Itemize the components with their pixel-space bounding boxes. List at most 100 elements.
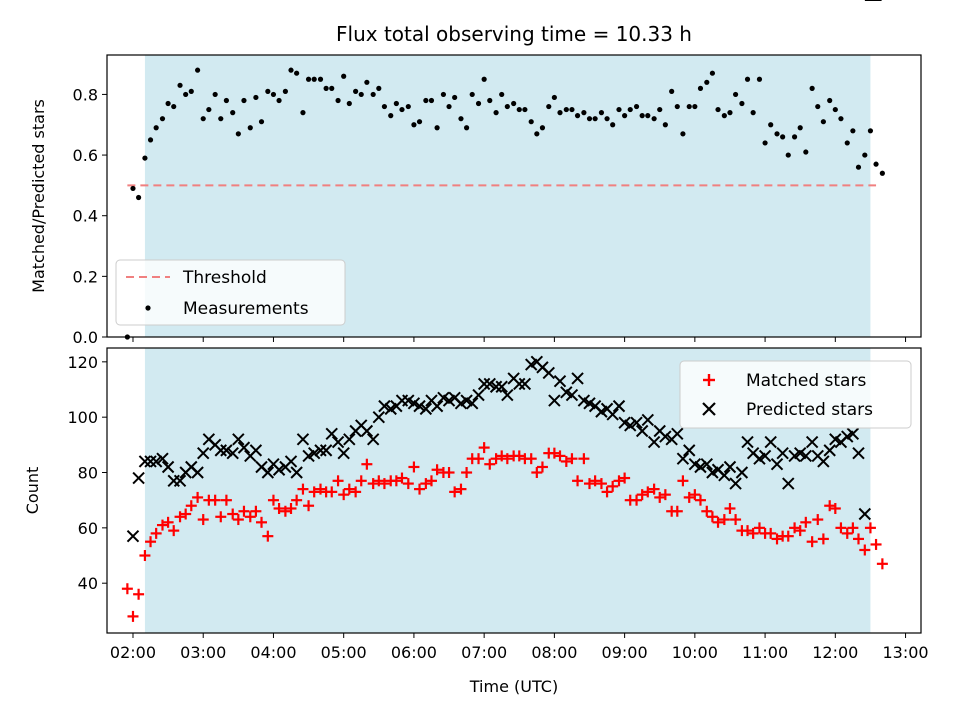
predicted-star-point: [372, 410, 386, 424]
measurement-point: [827, 97, 833, 104]
bottom-y-tick-label: 80: [78, 464, 98, 483]
matched-star-point: [238, 505, 250, 517]
measurement-point: [803, 149, 809, 155]
measurement-point: [241, 97, 247, 104]
predicted-star-point: [799, 449, 813, 463]
top-axes-frame: [106, 54, 922, 338]
predicted-star-point: [284, 455, 298, 468]
predicted-star-point: [331, 435, 345, 449]
predicted-star-point: [214, 444, 227, 457]
predicted-star-point: [718, 469, 731, 482]
matched-star-point: [601, 486, 613, 498]
measurement-point: [218, 116, 224, 122]
measurement-point: [200, 116, 206, 122]
matched-star-point: [835, 522, 847, 534]
matched-stars-points: [121, 442, 888, 622]
predicted-star-point: [197, 446, 210, 460]
measurement-point: [522, 106, 528, 113]
matched-star-point: [273, 502, 285, 514]
predicted-star-point: [671, 427, 684, 440]
matched-star-point: [824, 500, 836, 512]
measurement-point: [709, 70, 716, 76]
measurement-point: [288, 67, 294, 73]
predicted-star-point: [676, 452, 690, 465]
matched-star-point: [326, 486, 338, 498]
predicted-star-point: [343, 433, 356, 446]
predicted-star-point: [518, 377, 532, 391]
matched-star-point: [578, 453, 590, 465]
measurement-point: [253, 94, 259, 101]
matched-star-point: [712, 516, 724, 528]
measurement-point: [732, 91, 739, 98]
predicted-star-point: [683, 444, 696, 457]
measurement-point: [774, 131, 780, 137]
measurement-point: [469, 91, 475, 98]
matched-star-point: [332, 475, 344, 487]
measurement-point: [873, 161, 879, 167]
measurement-point: [411, 122, 417, 128]
measurement-point: [797, 125, 803, 131]
predicted-star-point: [314, 444, 327, 457]
measurement-point: [458, 116, 464, 122]
measurement-point: [294, 70, 300, 76]
predicted-star-point: [466, 397, 479, 410]
measurement-point: [838, 116, 844, 122]
matched-star-point: [501, 453, 513, 465]
matched-star-point: [800, 516, 812, 528]
matched-star-point: [378, 478, 390, 490]
measurement-point: [159, 116, 166, 122]
bottom-y-tick-label: 120: [67, 353, 98, 372]
measurement-point: [586, 116, 593, 122]
predicted-star-point: [430, 399, 444, 413]
predicted-star-point: [858, 507, 872, 521]
matched-star-point: [613, 475, 625, 487]
matched-star-point: [355, 475, 367, 487]
matched-star-point: [162, 516, 174, 528]
predicted-star-point: [232, 433, 245, 446]
matched-star-point: [262, 530, 274, 542]
predicted-star-point: [337, 446, 350, 460]
predicted-star-point: [612, 399, 626, 413]
measurement-point: [147, 137, 154, 143]
top-y-tick-label: 0.8: [73, 85, 98, 104]
matched-star-point: [402, 478, 414, 490]
x-tick-label: 09:00: [602, 643, 648, 662]
predicted-star-point: [735, 466, 749, 479]
measurement-point: [393, 100, 399, 107]
matched-star-point: [267, 494, 279, 506]
predicted-star-point: [694, 460, 707, 474]
predicted-star-point: [419, 402, 433, 416]
matched-star-point: [484, 458, 496, 470]
matched-star-point: [291, 494, 303, 506]
predicted-star-point: [220, 444, 233, 457]
predicted-star-point: [770, 458, 784, 471]
measurement-point: [879, 170, 885, 176]
matched-star-point: [180, 508, 192, 520]
measurement-point: [142, 155, 148, 161]
measurement-point: [475, 100, 482, 107]
predicted-star-point: [173, 474, 187, 488]
matched-star-point: [841, 527, 853, 539]
matched-star-point: [461, 467, 473, 479]
measurement-point: [323, 85, 329, 91]
predicted-star-point: [817, 455, 830, 468]
predicted-star-point: [764, 435, 777, 449]
predicted-star-point: [571, 372, 584, 385]
predicted-star-point: [296, 433, 310, 446]
measurement-point: [844, 140, 850, 146]
measurement-point: [704, 79, 710, 85]
predicted-star-point: [630, 416, 643, 429]
matched-star-point: [631, 494, 643, 506]
measurement-point: [265, 88, 271, 94]
matched-star-point: [350, 486, 362, 498]
matched-star-point: [560, 455, 572, 467]
measurement-point: [539, 125, 546, 131]
predicted-star-point: [191, 466, 204, 479]
measurement-point: [282, 88, 288, 94]
matched-star-point: [584, 478, 596, 490]
matched-star-point: [718, 514, 730, 526]
predicted-star-point: [261, 466, 275, 479]
bottom-legend-box: [679, 360, 912, 429]
matched-star-point: [478, 442, 490, 454]
predicted-stars-points: [126, 0, 882, 543]
